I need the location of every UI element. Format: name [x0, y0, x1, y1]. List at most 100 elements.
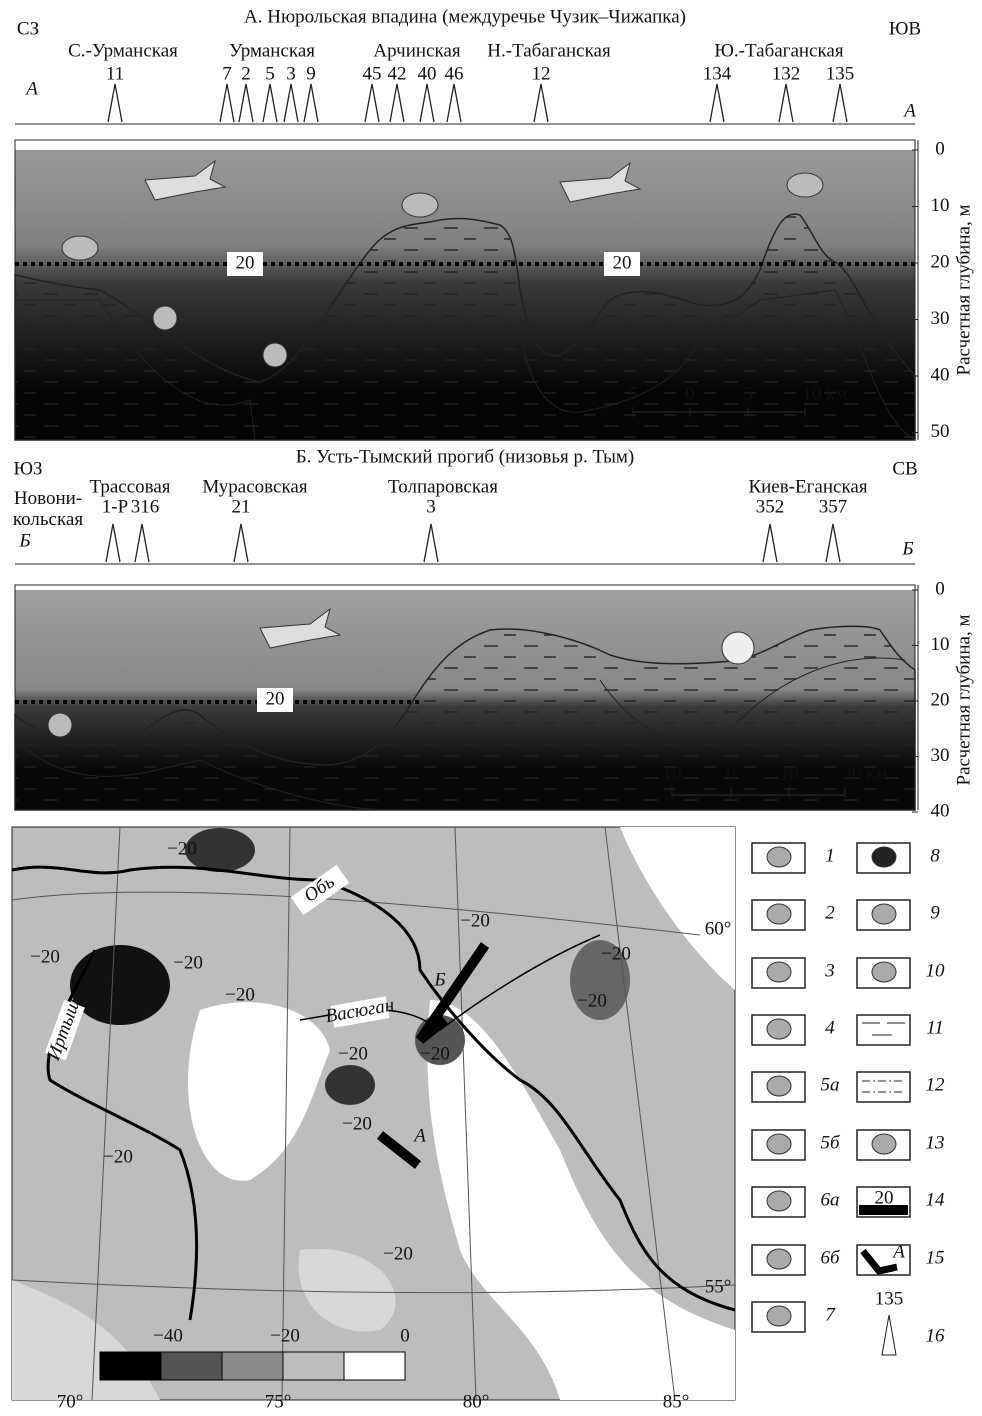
well-label: 132	[772, 63, 801, 84]
well-label: 12	[532, 63, 551, 84]
legend-swatch	[767, 1134, 791, 1154]
legend-label: 3	[824, 960, 835, 981]
area-name: Н.-Табаганская	[487, 40, 611, 61]
well-marker	[534, 84, 548, 122]
well-label: 316	[131, 496, 160, 517]
well-label: 46	[445, 63, 464, 84]
well-marker	[779, 84, 793, 122]
well-label: 352	[756, 496, 785, 517]
legend-swatch	[767, 1306, 791, 1326]
legend-swatch	[767, 1076, 791, 1096]
well-marker	[420, 84, 434, 122]
legend-well-number: 135	[875, 1288, 904, 1309]
colorbar-label: −20	[270, 1325, 300, 1346]
fossil-icon	[722, 632, 754, 664]
legend-swatch	[767, 962, 791, 982]
well-label: 45	[363, 63, 382, 84]
legend-swatch	[767, 1249, 791, 1269]
well-marker	[284, 84, 298, 122]
fossil-icon	[62, 236, 98, 260]
legend-label: 13	[926, 1132, 945, 1153]
well-marker	[365, 84, 379, 122]
colorbar	[100, 1352, 405, 1380]
legend-label: 2	[825, 902, 835, 923]
depth-axis-label: Расчетная глубина, м	[953, 205, 974, 376]
well-marker	[239, 84, 253, 122]
latitude-label: 55°	[705, 1276, 732, 1297]
legend-label: 7	[825, 1304, 836, 1325]
colorbar-box	[100, 1352, 161, 1380]
legend-well-marker	[882, 1315, 896, 1355]
area-name: Арчинская	[373, 40, 460, 61]
legend-swatch-text: 20	[875, 1187, 894, 1208]
legend-label: 6б	[820, 1247, 841, 1268]
contour-label: −20	[103, 1146, 133, 1167]
legend-swatch	[767, 1191, 791, 1211]
scale-label: 5	[628, 383, 638, 404]
map-profile-letter: А	[412, 1125, 426, 1146]
colorbar-box	[283, 1352, 344, 1380]
legend-label: 5а	[821, 1074, 840, 1095]
legend-label: 5б	[820, 1132, 841, 1153]
well-label: 1-Р	[102, 496, 128, 517]
legend-label: 12	[926, 1074, 946, 1095]
area-name: Мурасовская	[202, 476, 307, 497]
well-marker	[135, 524, 149, 562]
legend-swatch	[767, 1019, 791, 1039]
area-name: Толпаровская	[388, 476, 498, 497]
well-label: 5	[265, 63, 275, 84]
area-name: Урманская	[229, 40, 315, 61]
legend-label: 16	[926, 1325, 946, 1346]
well-marker	[234, 524, 248, 562]
well-label: 9	[306, 63, 316, 84]
contour-label: −20	[383, 1243, 413, 1264]
depth-tick-label: 20	[931, 689, 950, 710]
legend-swatch	[767, 847, 791, 867]
well-label: 7	[222, 63, 232, 84]
scale-label: 20 км	[842, 763, 887, 784]
fossil-icon	[153, 306, 177, 330]
fossil-icon	[48, 713, 72, 737]
legend-label: 4	[825, 1017, 835, 1038]
scale-label: 10	[663, 763, 682, 784]
scale-label: 10 км	[802, 383, 847, 404]
profile-letter: А	[902, 100, 916, 121]
well-marker	[390, 84, 404, 122]
longitude-label: 75°	[265, 1391, 292, 1412]
scale-label: 5	[743, 383, 753, 404]
contour-label: −20	[460, 910, 490, 931]
area-name: Трассовая	[89, 476, 170, 497]
well-label: 3	[286, 63, 296, 84]
scale-label: 0	[685, 383, 695, 404]
well-label: 3	[426, 496, 436, 517]
legend-box	[857, 1072, 910, 1102]
well-label: 357	[819, 496, 848, 517]
longitude-label: 85°	[663, 1391, 690, 1412]
depth-tick-label: 0	[935, 138, 945, 159]
well-marker	[763, 524, 777, 562]
section-a	[15, 124, 918, 440]
area-name: Киев-Еганская	[748, 476, 867, 497]
well-marker	[263, 84, 277, 122]
direction-label: СЗ	[17, 18, 39, 39]
legend-swatch-text: А	[891, 1241, 905, 1262]
direction-label: ЮВ	[889, 18, 921, 39]
colorbar-box	[344, 1352, 405, 1380]
longitude-label: 80°	[463, 1391, 490, 1412]
deep-zone	[325, 1065, 375, 1105]
colorbar-label: −40	[153, 1325, 183, 1346]
legend-label: 10	[926, 960, 946, 981]
well-marker	[220, 84, 234, 122]
colorbar-box	[222, 1352, 283, 1380]
well-marker	[106, 524, 120, 562]
scale-label: 0	[726, 763, 736, 784]
legend-swatch	[872, 847, 896, 867]
deep-zone	[70, 945, 170, 1025]
contour-label: −20	[30, 946, 60, 967]
contour-label: −20	[338, 1043, 368, 1064]
well-marker	[833, 84, 847, 122]
depth-tick-label: 40	[931, 364, 950, 385]
well-marker	[108, 84, 122, 122]
depth-tick-label: 20	[931, 251, 950, 272]
well-label: 135	[826, 63, 855, 84]
